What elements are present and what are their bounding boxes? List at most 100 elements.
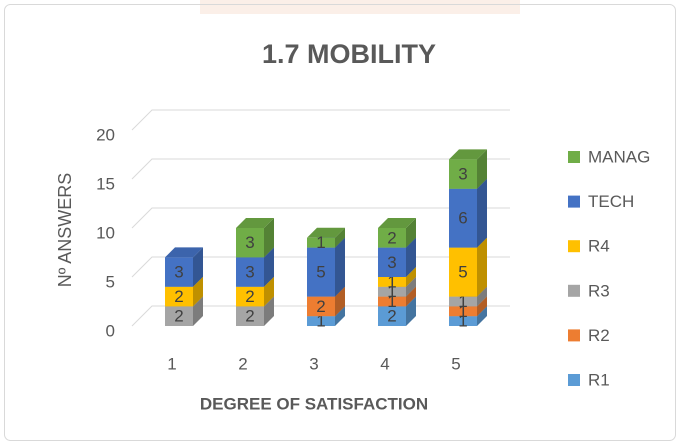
legend-label: R1: [588, 370, 610, 389]
data-label: 3: [245, 233, 254, 252]
data-label: 1: [387, 292, 396, 311]
x-tick-label: 5: [451, 354, 460, 373]
legend-label: TECH: [588, 192, 634, 211]
chart-title: 1.7 MOBILITY: [262, 39, 436, 69]
x-axis-title: DEGREE OF SATISFACTION: [200, 394, 428, 413]
bar-top: [449, 149, 487, 160]
bar-segment: [165, 286, 193, 307]
bar-segment: [307, 316, 335, 326]
bar-side: [335, 306, 345, 326]
bar-side: [477, 296, 487, 317]
grid-line: [131, 158, 510, 180]
data-label: 1: [458, 292, 467, 311]
bar-segment: [378, 296, 406, 307]
bar-top: [307, 227, 345, 238]
bar-segment: [449, 306, 477, 317]
bar-side: [406, 237, 416, 277]
bar-segment: [449, 159, 477, 189]
data-label: 2: [387, 307, 396, 326]
bar-side: [335, 286, 345, 317]
bar-segment: [307, 296, 335, 317]
y-tick-label: 20: [96, 125, 115, 144]
bar-top: [165, 247, 203, 258]
data-label: 2: [245, 307, 254, 326]
top-band: [200, 0, 520, 14]
data-label: 2: [174, 287, 183, 306]
bar-segment: [378, 247, 406, 277]
data-label: 3: [245, 263, 254, 282]
bar-side: [477, 237, 487, 297]
bar-segment: [378, 306, 406, 326]
bar-side: [406, 286, 416, 307]
legend-swatch: [568, 329, 580, 342]
bar-segment: [165, 306, 193, 326]
data-label: 3: [458, 165, 467, 184]
data-label: 1: [316, 233, 325, 252]
data-label: 2: [316, 297, 325, 316]
chart-border: [4, 4, 676, 441]
bar-side: [406, 296, 416, 326]
legend-swatch: [568, 284, 580, 297]
bar-segment: [307, 247, 335, 297]
legend-swatch: [568, 151, 580, 163]
bar-side: [264, 247, 274, 287]
x-tick-label: 4: [380, 354, 389, 373]
bar-segment: [236, 228, 264, 258]
x-tick-label: 2: [238, 354, 247, 373]
data-label: 1: [458, 312, 467, 331]
grid-line: [131, 207, 510, 229]
y-tick-label: 15: [96, 174, 115, 193]
bar-segment: [378, 228, 406, 248]
bar-side: [193, 276, 203, 307]
x-tick-label: 1: [167, 354, 176, 373]
bar-side: [477, 286, 487, 307]
legend-label: R2: [588, 326, 610, 345]
data-label: 5: [316, 263, 325, 282]
y-tick-label: 0: [106, 321, 115, 340]
bar-side: [406, 218, 416, 248]
bar-top: [236, 218, 274, 228]
bar-segment: [236, 286, 264, 307]
data-label: 3: [387, 253, 396, 272]
bar-segment: [307, 237, 335, 248]
bar-side: [477, 306, 487, 326]
x-tick-label: 3: [309, 354, 318, 373]
bar-side: [406, 267, 416, 287]
data-label: 2: [245, 287, 254, 306]
data-label: 2: [387, 228, 396, 247]
y-axis-title: Nº ANSWERS: [55, 173, 75, 288]
legend-swatch: [568, 195, 580, 208]
bar-side: [335, 237, 345, 297]
bar-segment: [449, 247, 477, 297]
bar-segment: [449, 316, 477, 326]
bar-side: [193, 296, 203, 326]
data-label: 2: [174, 307, 183, 326]
legend-label: R4: [588, 237, 610, 256]
data-label: 1: [387, 282, 396, 301]
bar-segment: [378, 286, 406, 297]
bar-side: [264, 218, 274, 258]
grid-line: [131, 109, 510, 131]
bar-segment: [378, 277, 406, 287]
bar-side: [264, 276, 274, 307]
legend-swatch: [568, 240, 580, 253]
bar-side: [264, 296, 274, 326]
data-label: 5: [458, 263, 467, 282]
legend-swatch: [568, 374, 580, 386]
bar-segment: [449, 296, 477, 307]
data-label: 1: [316, 312, 325, 331]
data-label: 6: [458, 209, 467, 228]
bar-segment: [236, 257, 264, 287]
data-label: 3: [174, 263, 183, 282]
bar-side: [335, 227, 345, 248]
bar-side: [406, 276, 416, 297]
legend-label: R3: [588, 281, 610, 300]
bar-side: [477, 149, 487, 189]
bar-segment: [236, 306, 264, 326]
bar-segment: [165, 257, 193, 287]
bar-top: [378, 218, 416, 228]
y-tick-label: 10: [96, 223, 115, 242]
bar-segment: [449, 188, 477, 248]
